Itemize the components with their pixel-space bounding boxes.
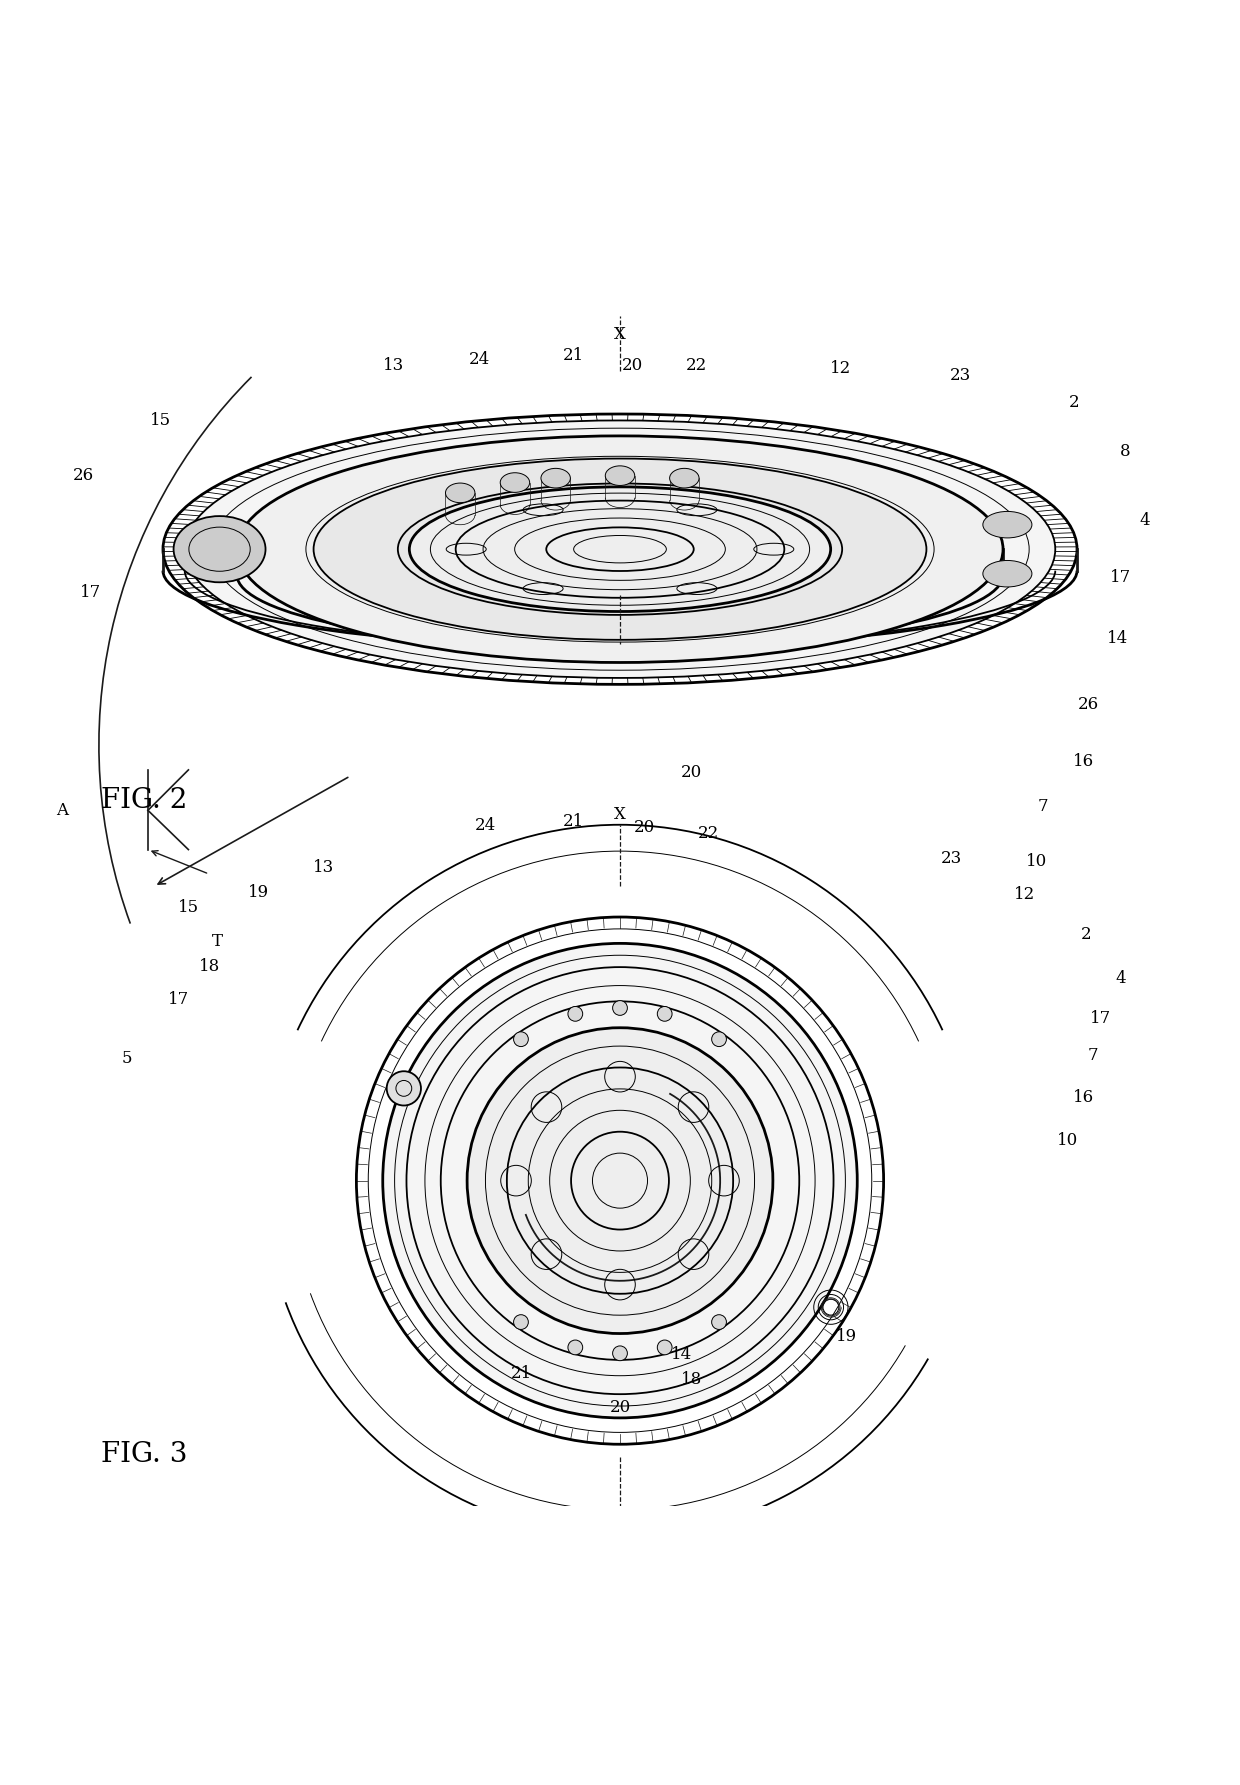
Text: 24: 24	[475, 816, 496, 834]
Text: 14: 14	[671, 1346, 692, 1364]
Circle shape	[383, 944, 857, 1417]
Circle shape	[568, 1341, 583, 1355]
Circle shape	[613, 1346, 627, 1360]
Text: 18: 18	[681, 1371, 702, 1387]
Text: 26: 26	[72, 468, 93, 484]
Circle shape	[467, 1028, 773, 1333]
Text: 26: 26	[1078, 696, 1099, 714]
Ellipse shape	[670, 468, 699, 487]
Text: 12: 12	[830, 361, 852, 377]
Text: 22: 22	[686, 357, 707, 373]
Ellipse shape	[983, 512, 1032, 537]
Text: 20: 20	[609, 1399, 631, 1416]
Text: 12: 12	[1014, 887, 1035, 903]
Ellipse shape	[541, 468, 570, 487]
Text: 19: 19	[836, 1328, 857, 1344]
Text: 15: 15	[177, 898, 198, 916]
Text: T: T	[212, 934, 223, 950]
Text: 17: 17	[1090, 1010, 1111, 1028]
Text: 4: 4	[1140, 512, 1149, 530]
Ellipse shape	[500, 473, 529, 493]
Text: 2: 2	[1069, 393, 1079, 411]
Circle shape	[712, 1316, 727, 1330]
Circle shape	[712, 1032, 727, 1046]
Text: 8: 8	[1120, 443, 1131, 459]
Text: 21: 21	[563, 812, 584, 830]
Text: 22: 22	[698, 825, 719, 843]
Ellipse shape	[605, 466, 635, 486]
Circle shape	[513, 1032, 528, 1046]
Text: 17: 17	[1110, 569, 1131, 585]
Circle shape	[387, 1071, 420, 1105]
Text: X: X	[614, 327, 626, 343]
Text: 2: 2	[1080, 926, 1091, 942]
Circle shape	[568, 1007, 583, 1021]
Text: 16: 16	[1073, 753, 1094, 769]
Ellipse shape	[237, 436, 1003, 662]
Text: 19: 19	[248, 884, 269, 901]
Text: 21: 21	[563, 346, 584, 364]
Text: A: A	[56, 801, 68, 819]
Text: 4: 4	[1115, 969, 1126, 987]
Text: X: X	[614, 805, 626, 823]
Text: 17: 17	[79, 584, 100, 600]
Text: FIG. 3: FIG. 3	[102, 1440, 187, 1467]
Text: 20: 20	[634, 819, 655, 835]
Ellipse shape	[409, 487, 831, 612]
Text: FIG. 2: FIG. 2	[102, 787, 187, 814]
Text: 13: 13	[312, 860, 334, 876]
Text: 16: 16	[1073, 1089, 1094, 1105]
Text: 14: 14	[1107, 630, 1128, 648]
Ellipse shape	[314, 459, 926, 639]
Text: 10: 10	[1027, 853, 1048, 871]
Text: 24: 24	[469, 350, 490, 368]
Text: 20: 20	[681, 764, 702, 780]
Ellipse shape	[445, 484, 475, 503]
Text: 20: 20	[621, 357, 642, 373]
Text: 7: 7	[1087, 1048, 1099, 1064]
Circle shape	[657, 1007, 672, 1021]
Text: 10: 10	[1056, 1132, 1078, 1150]
Text: 7: 7	[1038, 798, 1048, 816]
Text: 18: 18	[198, 957, 219, 975]
Text: 17: 17	[167, 991, 190, 1009]
Text: 21: 21	[511, 1366, 532, 1382]
Text: 23: 23	[950, 366, 971, 384]
Text: 15: 15	[150, 412, 171, 428]
Text: 13: 13	[383, 357, 404, 373]
Text: 23: 23	[940, 850, 962, 868]
Circle shape	[613, 1001, 627, 1016]
Text: 5: 5	[122, 1050, 133, 1066]
Ellipse shape	[185, 421, 1055, 678]
Ellipse shape	[983, 560, 1032, 587]
Ellipse shape	[174, 516, 265, 582]
Circle shape	[657, 1341, 672, 1355]
Circle shape	[513, 1316, 528, 1330]
